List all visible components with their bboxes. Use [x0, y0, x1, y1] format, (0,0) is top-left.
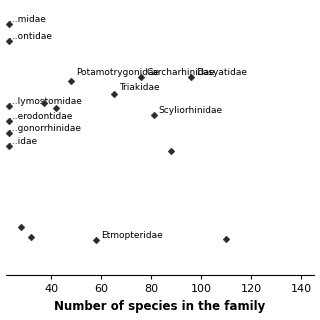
Text: Scyliorhinidae: Scyliorhinidae [159, 106, 223, 115]
Text: ...idae: ...idae [9, 137, 37, 146]
X-axis label: Number of species in the family: Number of species in the family [54, 300, 266, 313]
Text: ...erodontidae: ...erodontidae [9, 112, 72, 121]
Text: Triakidae: Triakidae [119, 83, 159, 92]
Text: Potamotrygonidae: Potamotrygonidae [76, 68, 159, 77]
Text: ...lymostomidae: ...lymostomidae [9, 97, 82, 106]
Text: ...ontidae: ...ontidae [9, 32, 52, 41]
Text: Etmopteridae: Etmopteridae [101, 231, 163, 240]
Text: ...midae: ...midae [9, 15, 46, 24]
Text: Carcharhinidae: Carcharhinidae [146, 68, 215, 77]
Text: Dasyatidae: Dasyatidae [196, 68, 247, 77]
Text: ...gonorrhinidae: ...gonorrhinidae [9, 124, 81, 133]
